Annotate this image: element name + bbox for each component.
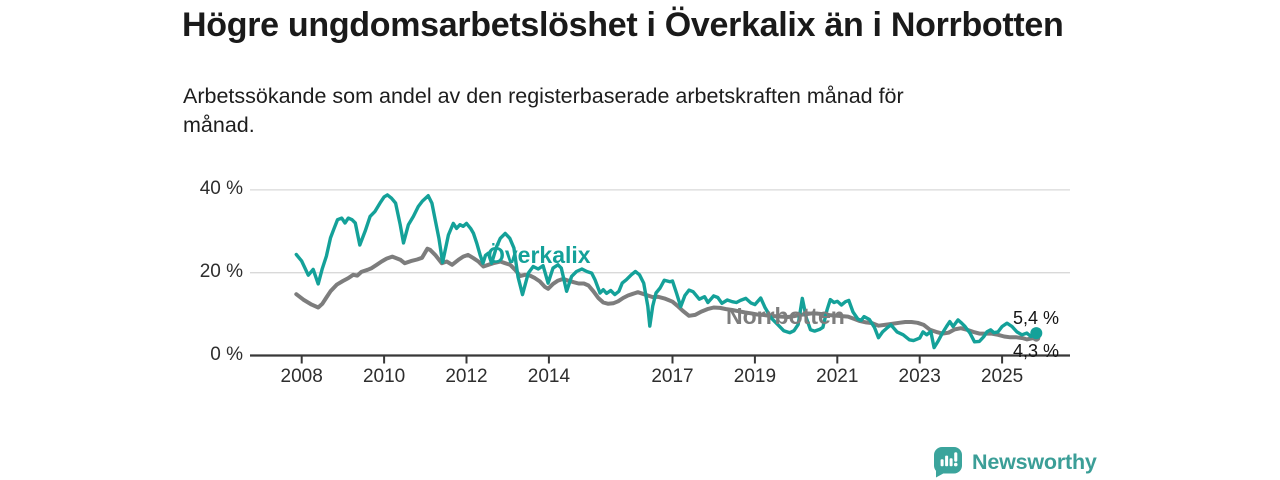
norrbotten-series-label: Norrbotten bbox=[726, 303, 845, 329]
overkalix-series-label: Överkalix bbox=[487, 242, 591, 268]
overkalix-line bbox=[294, 193, 1038, 350]
x-tick-label: 2021 bbox=[816, 366, 859, 387]
y-tick-label: 20 % bbox=[199, 260, 243, 282]
norrbotten-end-value: 4,3 % bbox=[1013, 341, 1060, 361]
y-tick-label: 0 % bbox=[210, 343, 243, 365]
x-tick-label: 2017 bbox=[651, 366, 694, 387]
gridlines bbox=[250, 189, 1070, 274]
x-tick-label: 2012 bbox=[445, 366, 488, 387]
chart-subtitle: Arbetssökande som andel av den registerb… bbox=[183, 82, 904, 140]
page-title: Högre ungdomsarbetslöshet i Överkalix än… bbox=[182, 6, 1064, 44]
newsworthy-logo-icon bbox=[934, 447, 962, 478]
overkalix-end-value: 5,4 % bbox=[1013, 308, 1060, 328]
subtitle-line-1: Arbetssökande som andel av den registerb… bbox=[183, 84, 904, 108]
x-tick-label: 2025 bbox=[980, 366, 1024, 387]
x-tick-label: 2008 bbox=[280, 366, 323, 387]
x-axis bbox=[250, 354, 1070, 364]
subtitle-line-2: månad. bbox=[183, 113, 255, 137]
brand-name: Newsworthy bbox=[972, 450, 1097, 474]
x-tick-label: 2019 bbox=[733, 366, 777, 387]
x-tick-label: 2010 bbox=[362, 366, 406, 387]
x-tick-label: 2023 bbox=[898, 366, 941, 387]
x-tick-label: 2014 bbox=[527, 366, 571, 387]
newsworthy-branding: Newsworthy bbox=[933, 446, 1097, 479]
norrbotten-line bbox=[294, 246, 1039, 342]
y-tick-label: 40 % bbox=[199, 177, 243, 199]
overkalix-end-dot bbox=[1030, 327, 1043, 340]
